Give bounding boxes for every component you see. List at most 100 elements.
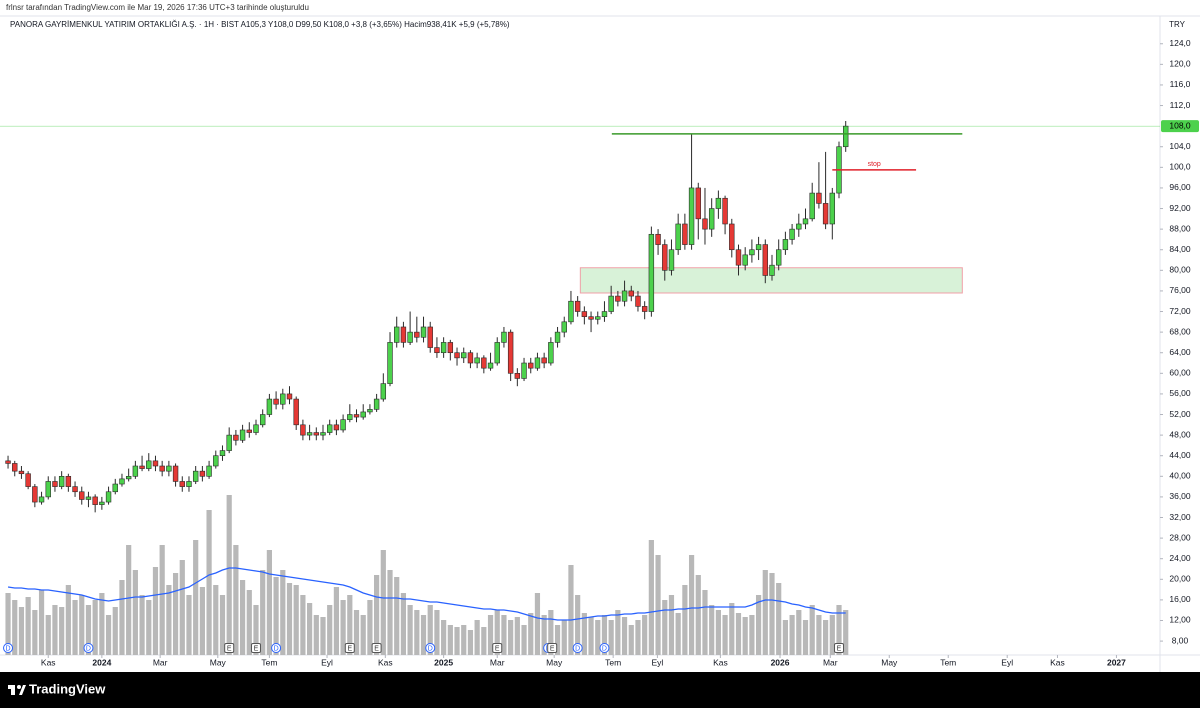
y-tick-label: 124,0 <box>1169 38 1191 48</box>
candle-body <box>534 357 541 369</box>
volume-bar <box>126 545 132 655</box>
candle-body <box>233 434 239 441</box>
volume-bar <box>802 620 809 655</box>
candle-body <box>682 223 688 245</box>
volume-bar <box>179 560 185 655</box>
event-marker <box>425 643 436 653</box>
candle-body <box>259 414 266 426</box>
event-marker <box>250 643 261 653</box>
candle-body <box>52 481 58 487</box>
candle-body <box>32 486 38 503</box>
x-tick-label: Tem <box>261 657 277 667</box>
candle-body <box>246 429 252 433</box>
volume-bar <box>769 573 775 655</box>
y-tick-label: 64,00 <box>1169 347 1191 357</box>
volume-bar <box>615 610 621 655</box>
candle-body <box>367 409 373 413</box>
candle-body <box>65 476 72 487</box>
candle-body <box>192 470 199 482</box>
x-tick-label: 2026 <box>771 657 790 667</box>
candle-body <box>595 316 601 320</box>
symbol-line: PANORA GAYRİMENKUL YATIRIM ORTAKLIĞI A.Ş… <box>10 20 510 29</box>
volume-bar <box>226 495 232 655</box>
y-tick-label: 20,00 <box>1169 574 1191 584</box>
event-marker <box>3 643 14 653</box>
x-tick-label: Kas <box>713 657 728 667</box>
volume-bar <box>843 610 849 655</box>
candle-body <box>25 473 31 487</box>
volume-bar <box>454 627 460 655</box>
volume-bar <box>715 610 721 655</box>
volume-bar <box>132 570 138 655</box>
candle-body <box>829 192 836 225</box>
volume-bar <box>340 600 346 655</box>
candle-body <box>601 311 608 317</box>
volume-bar <box>608 620 614 655</box>
volume-bar <box>286 583 293 655</box>
volume-bar <box>467 630 474 655</box>
event-marker <box>224 643 235 653</box>
candle-body <box>789 228 795 240</box>
volume-bar <box>635 620 641 655</box>
volume-bar <box>206 510 212 655</box>
x-tick-label: May <box>210 657 227 667</box>
candle-body <box>722 197 728 225</box>
support-zone <box>579 267 963 294</box>
candle-body <box>125 476 132 480</box>
candle-body <box>99 501 105 505</box>
event-marker <box>834 643 845 653</box>
volume-bar <box>521 625 527 655</box>
candle-body <box>501 331 507 343</box>
volume-bar <box>427 605 433 655</box>
candle-body <box>809 192 815 220</box>
candle-body <box>769 264 775 276</box>
volume-bar <box>99 593 105 655</box>
logo-shape <box>11 689 15 695</box>
volume-bar <box>233 545 239 655</box>
candle-body <box>554 331 561 343</box>
last-price-label: 108,0 <box>1169 120 1191 130</box>
volume-bar <box>776 583 782 655</box>
candle-body <box>327 424 333 433</box>
candle-body <box>574 300 581 312</box>
volume-bar <box>648 540 654 655</box>
candle-body <box>105 491 112 503</box>
candle-body <box>219 450 226 457</box>
candle-body <box>434 347 440 354</box>
volume-bar <box>327 605 333 655</box>
y-tick-label: 120,0 <box>1169 59 1191 69</box>
volume-bar <box>420 615 427 655</box>
event-label: D <box>274 645 279 652</box>
candle-body <box>641 306 648 312</box>
volume-bar <box>601 615 608 655</box>
candle-body <box>112 483 118 493</box>
volume-ma-line <box>7 567 846 621</box>
volume-bar <box>193 540 199 655</box>
volume-bar <box>85 605 92 655</box>
candle-body <box>802 218 809 225</box>
y-tick-label: 88,00 <box>1169 223 1191 233</box>
candle-body <box>152 460 159 467</box>
volume-bar <box>72 600 78 655</box>
y-tick-label: 48,00 <box>1169 429 1191 439</box>
candle-body <box>360 411 366 418</box>
volume-bar <box>534 593 541 655</box>
volume-bar <box>461 625 467 655</box>
candle-body <box>481 357 487 369</box>
candle-body <box>688 187 695 245</box>
x-tick-label: Mar <box>823 657 838 667</box>
volume-bar <box>816 615 822 655</box>
x-tick-label: Kas <box>1050 657 1065 667</box>
candle-body <box>239 429 246 441</box>
volume-bar <box>300 595 306 655</box>
candle-body <box>166 465 172 472</box>
volume-bar <box>528 613 534 655</box>
volume-bar <box>380 550 386 655</box>
volume-bar <box>112 607 118 655</box>
volume-bar <box>394 577 400 655</box>
y-tick-label: 44,00 <box>1169 450 1191 460</box>
y-tick-label: 80,00 <box>1169 265 1191 275</box>
volume-bar <box>494 610 500 655</box>
volume-bar <box>387 570 393 655</box>
volume-bar <box>253 605 259 655</box>
